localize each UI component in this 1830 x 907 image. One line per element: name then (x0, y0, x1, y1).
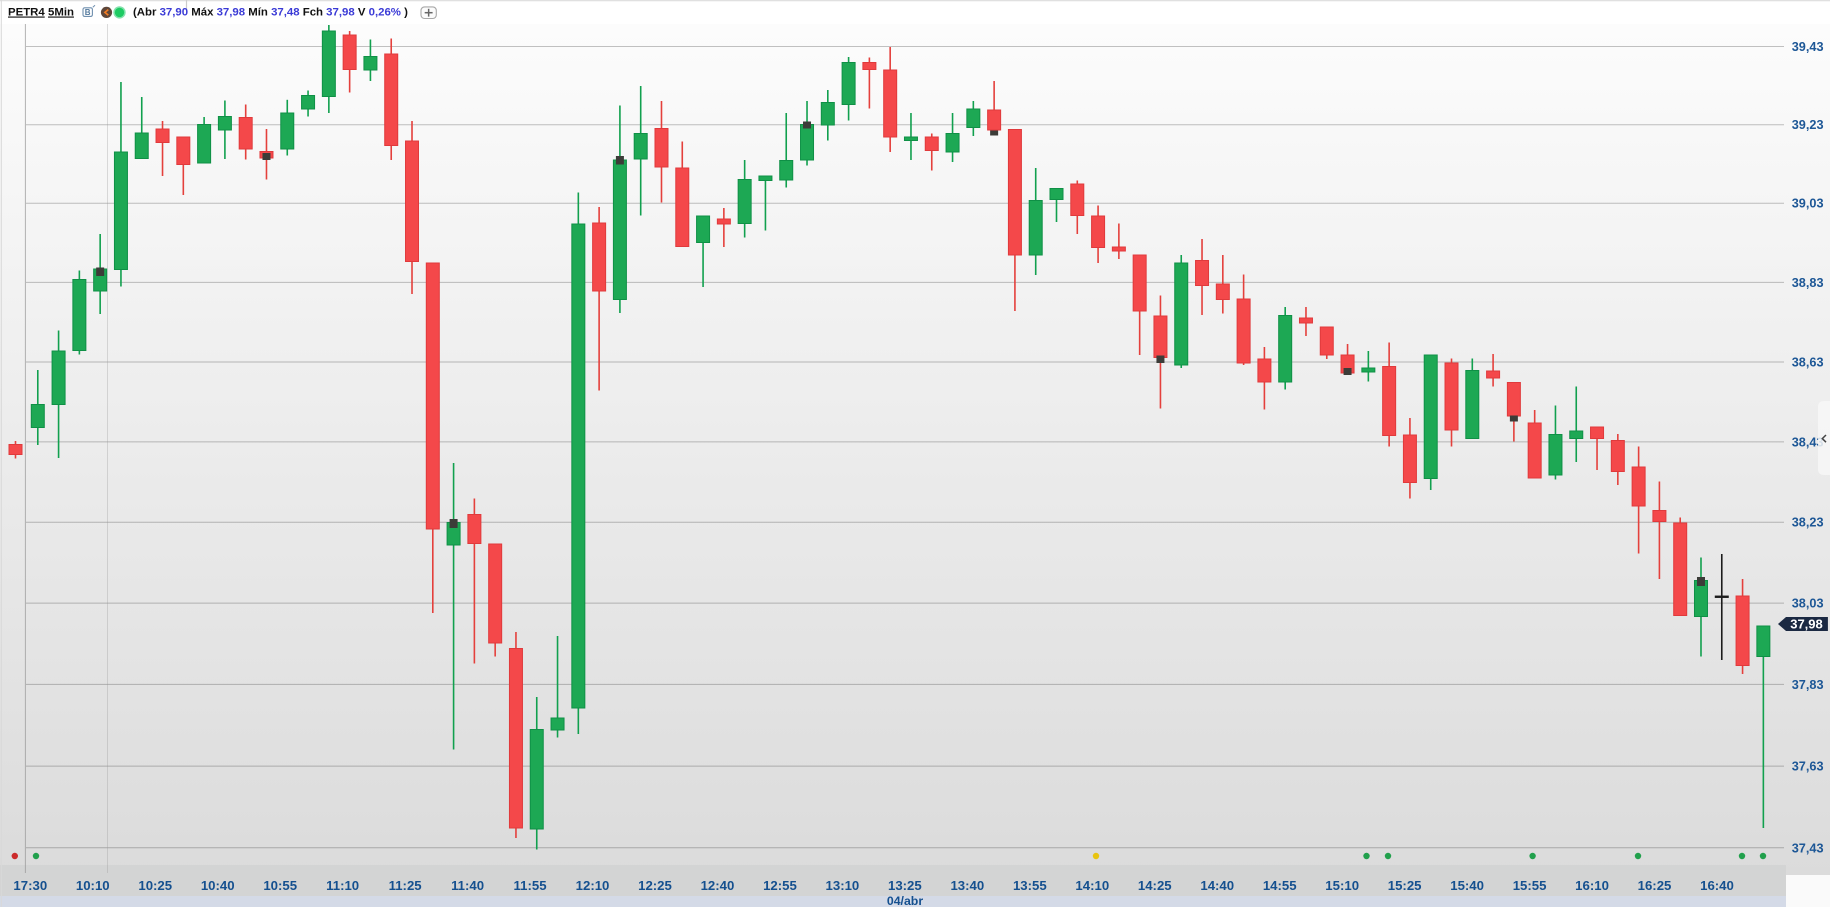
svg-text:37,83: 37,83 (1792, 678, 1824, 692)
svg-text:14:10: 14:10 (1075, 878, 1109, 893)
svg-text:17:30: 17:30 (13, 878, 47, 893)
svg-text:11:10: 11:10 (326, 878, 359, 893)
svg-text:37,98: 37,98 (1790, 617, 1823, 632)
svg-text:13:55: 13:55 (1013, 878, 1047, 893)
svg-text:11:55: 11:55 (514, 878, 547, 893)
svg-text:38,43: 38,43 (1792, 435, 1824, 449)
svg-text:14:55: 14:55 (1263, 878, 1297, 893)
svg-text:10:10: 10:10 (76, 878, 110, 893)
svg-text:B: B (85, 8, 91, 17)
svg-text:13:25: 13:25 (888, 878, 922, 893)
svg-text:16:40: 16:40 (1700, 878, 1734, 893)
svg-text:10:25: 10:25 (138, 878, 172, 893)
svg-text:04/abr: 04/abr (887, 894, 923, 907)
svg-text:12:25: 12:25 (638, 878, 672, 893)
svg-text:15:25: 15:25 (1388, 878, 1422, 893)
svg-text:PETR4: PETR4 (8, 7, 45, 19)
svg-text:10:55: 10:55 (263, 878, 297, 893)
svg-text:15:55: 15:55 (1513, 878, 1547, 893)
svg-text:38,03: 38,03 (1792, 597, 1824, 611)
svg-text:37,43: 37,43 (1792, 841, 1824, 855)
svg-text:11:25: 11:25 (389, 878, 422, 893)
svg-text:39,23: 39,23 (1792, 118, 1824, 132)
svg-text:11:40: 11:40 (451, 878, 484, 893)
svg-text:39,43: 39,43 (1792, 40, 1824, 54)
svg-text:38,83: 38,83 (1792, 276, 1824, 290)
svg-text:16:25: 16:25 (1638, 878, 1672, 893)
svg-text:12:55: 12:55 (763, 878, 797, 893)
svg-text:10:40: 10:40 (201, 878, 235, 893)
svg-text:38,23: 38,23 (1792, 516, 1824, 530)
svg-text:12:40: 12:40 (701, 878, 735, 893)
svg-text:15:40: 15:40 (1450, 878, 1484, 893)
svg-text:14:25: 14:25 (1138, 878, 1172, 893)
svg-text:37,63: 37,63 (1792, 760, 1824, 774)
svg-text:15:10: 15:10 (1325, 878, 1359, 893)
svg-text:13:40: 13:40 (950, 878, 984, 893)
svg-text:(Abr 37,90 Máx 37,98 Mín 37,48: (Abr 37,90 Máx 37,98 Mín 37,48 Fch 37,98… (133, 7, 408, 19)
svg-text:38,63: 38,63 (1792, 356, 1824, 370)
svg-text:13:10: 13:10 (826, 878, 860, 893)
svg-text:12:10: 12:10 (576, 878, 610, 893)
svg-text:16:10: 16:10 (1575, 878, 1609, 893)
svg-text:5Min: 5Min (48, 7, 74, 19)
svg-text:14:40: 14:40 (1200, 878, 1234, 893)
svg-text:39,03: 39,03 (1792, 197, 1824, 211)
